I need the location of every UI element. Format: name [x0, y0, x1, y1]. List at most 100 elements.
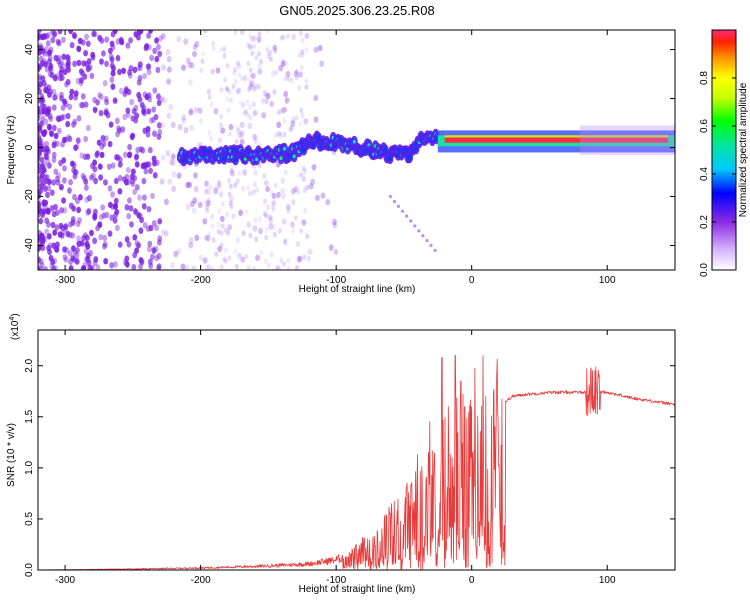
- noise-dot: [267, 214, 272, 220]
- noise-dot: [276, 109, 281, 116]
- noise-dot: [237, 132, 243, 139]
- noise-dot: [86, 208, 92, 215]
- noise-dot: [85, 153, 91, 160]
- noise-dot: [38, 237, 43, 245]
- noise-dot: [286, 257, 291, 264]
- noise-dot: [48, 65, 53, 72]
- noise-dot: [160, 229, 166, 236]
- noise-dot: [47, 54, 53, 62]
- noise-dot: [51, 141, 57, 149]
- noise-dot: [62, 68, 68, 76]
- noise-dot: [237, 87, 242, 94]
- noise-dot: [219, 230, 224, 236]
- noise-dot: [97, 163, 103, 170]
- noise-dot: [110, 31, 116, 38]
- noise-dot: [51, 124, 57, 132]
- noise-dot: [265, 204, 270, 211]
- snr-x-label: Height of straight line (km): [299, 584, 416, 595]
- noise-dot: [248, 83, 254, 90]
- noise-dot: [255, 254, 260, 261]
- noise-dot: [291, 33, 297, 40]
- noise-dot: [113, 177, 119, 185]
- noise-dot: [217, 137, 223, 144]
- noise-dot: [203, 199, 207, 205]
- noise-dot: [234, 138, 239, 145]
- noise-dot: [185, 203, 191, 211]
- noise-dot: [38, 81, 43, 88]
- noise-dot: [217, 208, 221, 215]
- noise-dot: [113, 202, 118, 210]
- noise-dot: [265, 185, 270, 193]
- noise-dot: [136, 91, 142, 99]
- noise-dot: [239, 131, 245, 138]
- noise-dot: [184, 265, 190, 270]
- noise-dot: [257, 30, 262, 36]
- noise-dot: [90, 51, 96, 59]
- spectrogram-ridge: [176, 125, 675, 253]
- noise-dot: [283, 240, 288, 246]
- noise-dot: [297, 52, 302, 58]
- noise-dot: [40, 115, 46, 122]
- noise-dot: [278, 108, 283, 114]
- noise-dot: [305, 233, 310, 240]
- noise-dot: [272, 199, 277, 206]
- noise-dot: [161, 33, 166, 40]
- noise-dot: [289, 125, 294, 131]
- noise-dot: [238, 100, 243, 106]
- noise-dot: [51, 156, 57, 163]
- noise-dot: [38, 30, 42, 34]
- snr-x-ticks: -300 -200 -100 0 100: [55, 330, 616, 586]
- noise-dot: [228, 131, 232, 137]
- noise-dot: [258, 227, 263, 235]
- noise-dot: [43, 61, 48, 68]
- noise-dot: [239, 138, 245, 146]
- noise-dot: [127, 143, 132, 151]
- noise-dot: [146, 245, 152, 253]
- noise-dot: [268, 223, 274, 230]
- noise-dot: [51, 265, 56, 270]
- noise-dot: [98, 174, 103, 181]
- noise-dot: [249, 44, 254, 51]
- noise-dot: [138, 227, 144, 234]
- noise-dot: [283, 238, 288, 244]
- noise-dot: [53, 73, 59, 80]
- noise-dot: [136, 79, 142, 86]
- noise-dot: [70, 232, 76, 239]
- noise-dot: [167, 66, 172, 73]
- noise-dot: [183, 38, 189, 45]
- noise-dot: [219, 264, 224, 270]
- noise-dot: [205, 235, 211, 242]
- noise-dot: [218, 191, 224, 198]
- noise-dot: [246, 184, 251, 191]
- noise-dot: [47, 248, 52, 256]
- noise-dot: [92, 166, 98, 173]
- noise-dot: [150, 192, 155, 200]
- noise-dot: [38, 88, 42, 95]
- noise-dot: [49, 189, 55, 196]
- noise-dot: [55, 209, 60, 216]
- noise-dot: [84, 196, 90, 203]
- noise-dot: [259, 58, 263, 65]
- noise-dot: [51, 179, 57, 186]
- noise-dot: [280, 187, 286, 195]
- x-tick-label: 100: [599, 575, 616, 586]
- noise-dot: [101, 212, 107, 219]
- noise-dot: [237, 252, 242, 260]
- noise-dot: [100, 204, 106, 211]
- noise-dot: [84, 234, 90, 241]
- streak-dot: [429, 243, 433, 248]
- x-tick-label: -200: [191, 575, 211, 586]
- noise-dot: [257, 31, 262, 38]
- noise-dot: [298, 71, 303, 78]
- noise-dot: [277, 266, 282, 270]
- noise-dot: [244, 209, 249, 215]
- noise-dot: [63, 136, 69, 143]
- noise-dot: [248, 33, 253, 40]
- noise-dot: [253, 170, 258, 176]
- noise-dot: [246, 221, 252, 228]
- noise-dot: [38, 176, 42, 183]
- noise-dot: [107, 230, 113, 237]
- noise-dot: [86, 58, 92, 65]
- noise-dot: [301, 219, 307, 226]
- noise-dot: [100, 135, 106, 142]
